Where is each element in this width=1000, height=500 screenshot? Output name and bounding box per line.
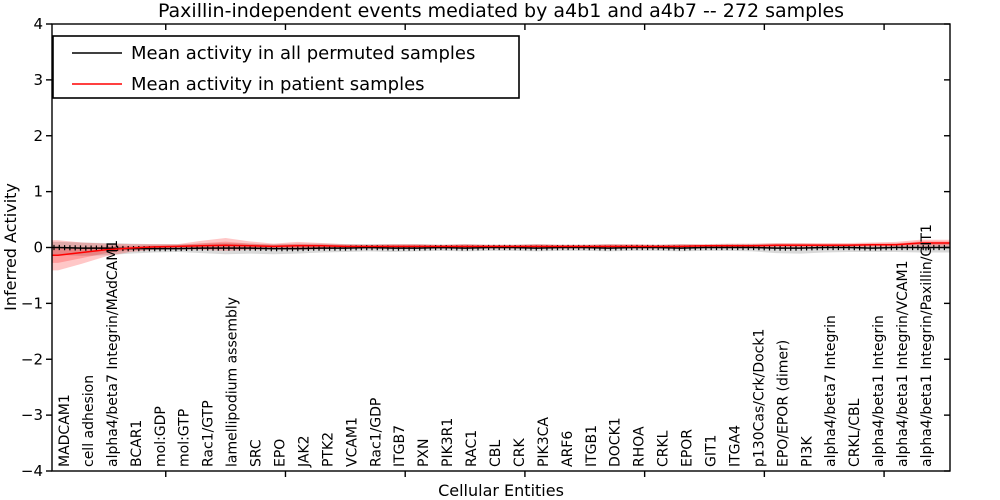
y-tick-label: −4 (21, 462, 43, 480)
x-category-label: Rac1/GTP (201, 400, 217, 467)
x-category-label: PIK3CA (536, 417, 552, 467)
x-category-label: PTK2 (320, 432, 336, 467)
x-category-label: BCAR1 (129, 420, 145, 467)
x-category-label: alpha4/beta7 Integrin (823, 315, 839, 467)
legend-label-permuted: Mean activity in all permuted samples (131, 43, 475, 64)
x-category-label: PI3K (799, 436, 815, 467)
y-tick-label: −3 (21, 406, 43, 424)
y-tick-label: −2 (21, 350, 43, 368)
x-category-label: ITGB1 (584, 425, 600, 467)
band-patient (52, 238, 950, 271)
x-category-label: VCAM1 (344, 417, 360, 467)
x-category-label: alpha4/beta1 Integrin/Paxillin/GIT1 (919, 224, 935, 467)
mean-line-patient (52, 242, 950, 257)
y-tick-label: 1 (33, 183, 43, 201)
x-category-label: mol:GTP (177, 409, 193, 467)
x-category-label: CBL (488, 440, 504, 467)
x-category-label: PIK3R1 (440, 418, 456, 467)
legend-label-patient: Mean activity in patient samples (131, 74, 425, 95)
x-category-label: EPO/EPOR (dimer) (775, 340, 791, 467)
x-category-label: PXN (416, 438, 432, 467)
axis-layer: 4 3 2 1 0 −1 −2 −3 −4 MADCAM1 cell adhesion alpha4/… (21, 15, 950, 480)
x-category-label: ARF6 (560, 431, 576, 467)
x-category-label: DOCK1 (608, 417, 624, 467)
x-category-label: p130Cas/Crk/Dock1 (751, 329, 767, 467)
x-category-label: ITGA4 (727, 425, 743, 467)
x-category-label: Rac1/GDP (368, 398, 384, 467)
y-tick-label: 4 (33, 15, 43, 33)
chart-title: Paxillin-independent events mediated by … (158, 0, 844, 22)
x-category-label: ITGB7 (392, 425, 408, 467)
x-category-label: MADCAM1 (57, 394, 73, 467)
x-category-label: RAC1 (464, 430, 480, 467)
x-category-label: lamellipodium assembly (225, 297, 241, 467)
x-category-label: JAK2 (296, 435, 312, 468)
y-tick-label: 3 (33, 71, 43, 89)
x-category-label: EPOR (680, 429, 696, 467)
x-category-label: GIT1 (704, 435, 720, 467)
x-axis-label: Cellular Entities (438, 481, 564, 500)
legend: Mean activity in all permuted samples Me… (52, 35, 520, 99)
legend-box (52, 35, 520, 99)
y-tick-label: 0 (33, 239, 43, 257)
x-category-label: mol:GDP (153, 406, 169, 467)
x-category-label: CRKL/CBL (847, 398, 863, 467)
x-category-label: CRK (512, 437, 528, 467)
y-tick-label: −1 (21, 294, 43, 312)
x-category-label: CRKL (656, 430, 672, 467)
y-tick-label: 2 (33, 127, 43, 145)
x-category-label: EPO (273, 439, 289, 467)
x-category-label: SRC (249, 439, 265, 467)
x-category-label: RHOA (632, 426, 648, 467)
mean-lines (52, 242, 950, 257)
x-category-label: cell adhesion (81, 375, 97, 467)
x-category-label: alpha4/beta1 Integrin (871, 315, 887, 467)
confidence-bands (52, 238, 950, 271)
y-axis-label: Inferred Activity (1, 183, 20, 311)
mean-line-permuted (52, 246, 950, 250)
x-category-label: alpha4/beta7 Integrin/MAdCAM1 (105, 240, 121, 467)
x-category-label: alpha4/beta1 Integrin/VCAM1 (895, 261, 911, 468)
